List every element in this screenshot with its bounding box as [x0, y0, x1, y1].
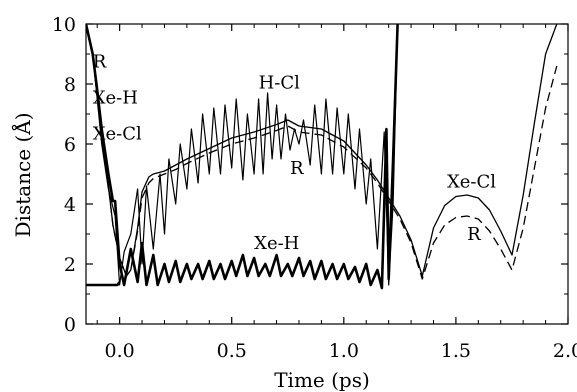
x-tick-label: 0.5: [217, 340, 247, 362]
y-tick-label: 0: [64, 314, 76, 336]
y-tick-label: 6: [64, 134, 76, 156]
annotation-xe-h: Xe-H: [93, 88, 138, 109]
ticks: 0.0 0.5 1.0 1.5 2.0 0 2 4 6 8 10: [52, 14, 577, 362]
annotation-r: R: [290, 158, 304, 179]
y-tick-label: 8: [64, 74, 76, 96]
y-tick-label: 2: [64, 254, 76, 276]
series-line-h-cl: [86, 24, 399, 286]
x-tick-label: 2.0: [553, 340, 577, 362]
y-axis-title: Distance (Å): [10, 113, 35, 238]
annotations: R Xe-H Xe-Cl H-Cl R Xe-H Xe-Cl R: [93, 52, 497, 255]
plot-area: [86, 24, 558, 290]
annotation-xe-h: Xe-H: [254, 233, 299, 254]
annotation-r: R: [467, 224, 481, 245]
annotation-h-cl: H-Cl: [259, 73, 301, 94]
y-tick-label: 10: [52, 14, 76, 36]
series-line-xe-h: [86, 24, 399, 290]
series-line-xe-cl: [86, 24, 558, 277]
y-tick-label: 4: [64, 194, 76, 216]
annotation-r: R: [93, 52, 107, 73]
series-line-hcl-initial: [86, 281, 121, 287]
x-axis-title: Time (ps): [274, 368, 370, 392]
annotation-xe-cl: Xe-Cl: [93, 124, 142, 145]
series-line-r: [86, 24, 558, 280]
x-tick-label: 1.0: [329, 340, 359, 362]
x-tick-label: 0.0: [105, 340, 135, 362]
annotation-xe-cl: Xe-Cl: [447, 172, 496, 193]
x-tick-label: 1.5: [441, 340, 471, 362]
